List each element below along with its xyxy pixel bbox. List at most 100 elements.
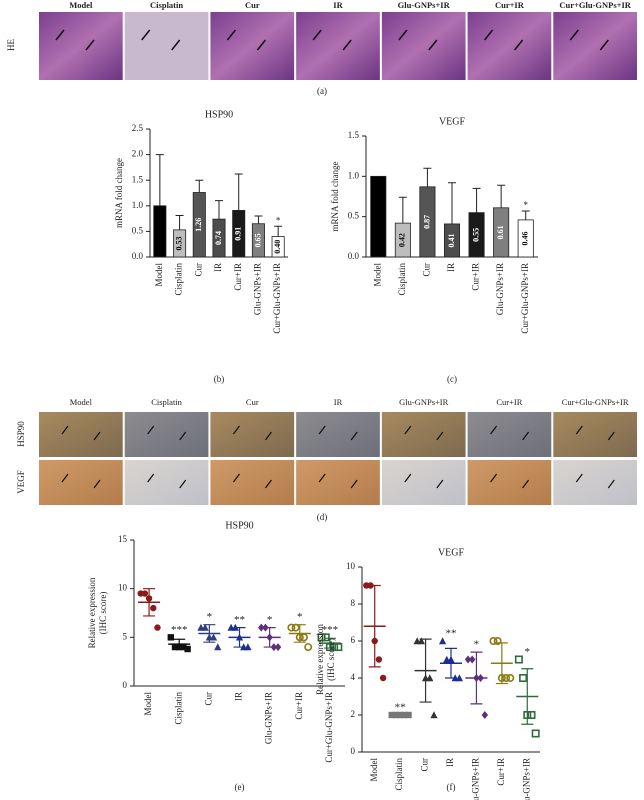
arrow — [483, 29, 494, 41]
y-tick-label: 1.5 — [132, 174, 144, 184]
ihc-image — [467, 460, 552, 505]
y-axis-label: (IHC score) — [326, 638, 336, 681]
x-tick-label: Cur — [193, 263, 203, 277]
error-bar — [215, 200, 223, 220]
image-label: Model — [69, 0, 93, 10]
he-image — [467, 12, 552, 80]
point — [493, 636, 502, 645]
x-tick-label: Cisplatin — [173, 692, 183, 725]
point — [375, 656, 383, 663]
arrow — [312, 29, 322, 41]
point — [154, 624, 161, 631]
x-tick-label: Cur+IR — [471, 263, 481, 291]
bar — [153, 205, 167, 258]
x-tick-label: IR — [213, 263, 223, 272]
arrow — [318, 473, 326, 483]
error-bar — [175, 215, 184, 230]
y-tick-label: 5 — [123, 631, 128, 641]
error-bar — [254, 215, 263, 224]
image-label: Cur+IR — [495, 0, 525, 10]
arrow — [93, 479, 101, 489]
sd-bar — [203, 624, 216, 643]
error-bar — [234, 173, 243, 211]
y-tick-label: 2.5 — [132, 123, 144, 133]
sd-bar — [470, 651, 483, 705]
error-bar — [423, 167, 432, 187]
point — [167, 634, 175, 641]
x-tick-label: IR — [234, 692, 244, 701]
value-label: 0.40 — [273, 240, 282, 254]
arrow — [342, 39, 352, 51]
x-tick-label: Model — [372, 263, 382, 287]
arrow — [55, 29, 65, 41]
ihc-image — [467, 412, 552, 457]
point — [464, 655, 472, 664]
ihc-image — [381, 460, 466, 505]
point — [502, 673, 511, 682]
ihc-image — [381, 412, 466, 457]
arrow — [256, 39, 267, 51]
y-axis-label: Relative expression — [87, 577, 97, 648]
annotation: * — [474, 639, 480, 651]
caption: (a) — [317, 86, 327, 96]
value-label: 0.53 — [174, 236, 183, 250]
y-tick-label: 1.0 — [348, 170, 360, 180]
x-tick-label: IR — [445, 758, 455, 767]
arrow — [575, 425, 583, 435]
image-label: Cur — [245, 0, 260, 10]
x-tick-label: Glu-GNPs+IR — [495, 263, 505, 315]
x-tick-label: Cur+Glu-GNPs+IR — [520, 263, 530, 334]
sd-bar — [521, 668, 534, 725]
x-tick-label: Cur — [421, 263, 431, 277]
sd-bar — [419, 638, 432, 703]
row-label: VEGF — [16, 470, 26, 494]
arrow — [607, 431, 615, 441]
value-label: 0.55 — [471, 228, 480, 242]
he-image — [124, 12, 209, 80]
x-tick-label: Model — [369, 758, 379, 782]
error-bar — [398, 196, 407, 224]
arrow — [171, 39, 181, 51]
sd-bar — [173, 638, 186, 650]
x-tick-label: Glu-GNPs+IR — [470, 758, 480, 800]
point — [489, 636, 498, 645]
y-tick-label: 1.0 — [132, 200, 144, 210]
y-tick-label: 0 — [351, 746, 356, 756]
point — [426, 674, 434, 682]
ihc-image — [553, 460, 637, 505]
x-tick-label: Cur+IR — [233, 263, 243, 291]
image-label: Cur+Glu-GNPs+IR — [559, 0, 631, 10]
image-label: Cur — [246, 397, 259, 407]
image-label: Cur+IR — [496, 397, 522, 407]
annotation: * — [523, 200, 528, 210]
arrow — [226, 29, 237, 41]
x-tick-label: Cur — [203, 692, 213, 706]
annotation: * — [297, 611, 303, 623]
point — [379, 674, 387, 682]
sd-bar — [368, 584, 381, 668]
caption: (f) — [447, 782, 456, 792]
y-axis-label: (IHC score) — [98, 592, 108, 635]
ihc-image — [210, 460, 295, 505]
point — [184, 645, 191, 653]
arrow — [513, 39, 524, 51]
value-label: 0.65 — [253, 233, 262, 247]
y-tick-label: 0 — [123, 680, 128, 690]
sd-bar — [323, 637, 336, 649]
he-image — [381, 12, 466, 80]
caption: (d) — [317, 512, 328, 522]
annotation: * — [276, 215, 281, 225]
error-bar — [521, 210, 530, 220]
arrow — [522, 479, 530, 489]
point — [244, 643, 252, 651]
y-tick-label: 8 — [351, 598, 356, 608]
point — [455, 674, 463, 682]
y-tick-label: 10 — [118, 583, 128, 593]
arrow — [232, 425, 240, 435]
point — [258, 623, 265, 632]
y-tick-label: 1.5 — [348, 130, 360, 140]
annotation: ** — [234, 614, 245, 626]
x-tick-label: Cisplatin — [394, 758, 404, 791]
y-tick-label: 2.0 — [132, 149, 144, 159]
x-tick-label: Cisplatin — [174, 263, 184, 296]
